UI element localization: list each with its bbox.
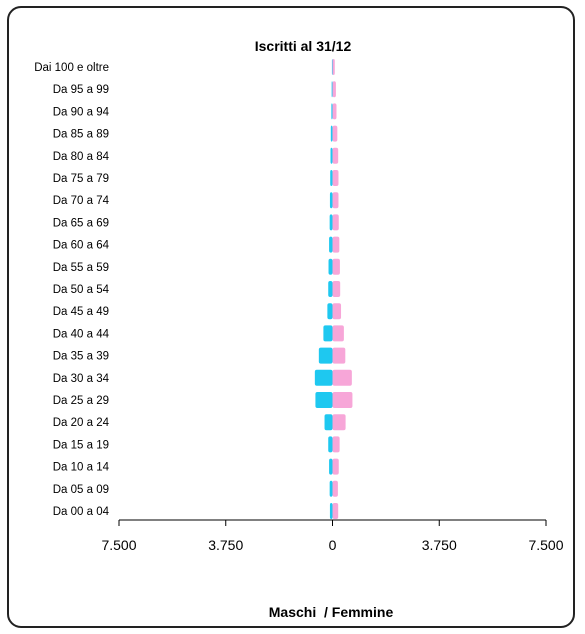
bar-femmine bbox=[332, 170, 339, 186]
category-label: Da 25 a 29 bbox=[53, 395, 109, 407]
x-tick-label: 3.750 bbox=[422, 537, 457, 553]
x-tick-label: 7.500 bbox=[101, 537, 136, 553]
category-label: Da 20 a 24 bbox=[53, 417, 110, 429]
category-label: Da 30 a 34 bbox=[53, 373, 110, 385]
category-label: Da 10 a 14 bbox=[53, 462, 110, 474]
category-label: Da 15 a 19 bbox=[53, 439, 109, 451]
bar-maschi bbox=[330, 170, 333, 186]
bar-maschi bbox=[330, 125, 333, 142]
category-label: Da 45 a 49 bbox=[53, 306, 109, 318]
bar-maschi bbox=[330, 147, 333, 164]
bar-femmine bbox=[332, 414, 346, 431]
bar-femmine bbox=[332, 503, 339, 519]
bar-maschi bbox=[328, 436, 333, 453]
bar-maschi bbox=[324, 414, 333, 431]
bar-femmine bbox=[332, 281, 341, 297]
bar-maschi bbox=[329, 236, 333, 253]
x-tick-label: 0 bbox=[329, 537, 337, 553]
category-label: Da 40 a 44 bbox=[53, 328, 110, 340]
bar-femmine bbox=[332, 325, 344, 342]
bar-maschi bbox=[329, 214, 333, 231]
bar-femmine bbox=[332, 369, 352, 386]
bar-maschi bbox=[331, 59, 333, 75]
bars-group bbox=[314, 59, 353, 519]
category-label: Da 70 a 74 bbox=[53, 195, 110, 207]
bar-maschi bbox=[329, 458, 333, 475]
bar-maschi bbox=[314, 369, 333, 386]
category-label: Da 55 a 59 bbox=[53, 262, 109, 274]
bar-femmine bbox=[332, 347, 346, 364]
bar-femmine bbox=[332, 303, 342, 320]
bar-maschi bbox=[329, 192, 333, 209]
bar-maschi bbox=[323, 325, 333, 342]
category-label: Da 05 a 09 bbox=[53, 484, 109, 496]
category-label: Da 95 a 99 bbox=[53, 84, 109, 96]
category-label: Dai 100 e oltre bbox=[34, 62, 109, 74]
bar-maschi bbox=[331, 81, 333, 98]
category-label: Da 85 a 89 bbox=[53, 129, 109, 141]
category-label: Da 90 a 94 bbox=[53, 106, 110, 118]
category-label: Da 00 a 04 bbox=[53, 506, 110, 518]
x-axis: 7.500 3.750 0 3.750 7.500 bbox=[101, 519, 564, 553]
chart-frame bbox=[7, 6, 575, 628]
category-label: Da 35 a 39 bbox=[53, 351, 109, 363]
category-label: Da 65 a 69 bbox=[53, 217, 109, 229]
x-axis-label: Maschi / Femmine bbox=[269, 604, 394, 620]
chart-title: Iscritti al 31/12 bbox=[255, 38, 352, 54]
bar-femmine bbox=[332, 236, 340, 253]
category-labels: Dai 100 e oltre Da 95 a 99 Da 90 a 94 Da 85… bbox=[34, 62, 109, 518]
bar-maschi bbox=[328, 258, 333, 275]
bar-femmine bbox=[332, 458, 339, 475]
bar-maschi bbox=[331, 103, 333, 120]
bar-femmine bbox=[332, 59, 335, 75]
bar-femmine bbox=[332, 147, 339, 164]
bar-maschi bbox=[328, 281, 333, 297]
category-label: Da 75 a 79 bbox=[53, 173, 109, 185]
x-tick-label: 7.500 bbox=[528, 537, 563, 553]
bar-femmine bbox=[332, 214, 339, 231]
bar-femmine bbox=[332, 103, 337, 120]
bar-femmine bbox=[332, 192, 339, 209]
bar-femmine bbox=[332, 480, 338, 497]
category-label: Da 60 a 64 bbox=[53, 240, 110, 252]
bar-maschi bbox=[329, 480, 333, 497]
category-label: Da 50 a 54 bbox=[53, 284, 110, 296]
x-tick-label: 3.750 bbox=[208, 537, 243, 553]
bar-maschi bbox=[327, 303, 333, 320]
category-label: Da 80 a 84 bbox=[53, 151, 110, 163]
bar-maschi bbox=[318, 347, 333, 364]
bar-femmine bbox=[332, 81, 336, 98]
bar-femmine bbox=[332, 392, 353, 408]
bar-maschi bbox=[329, 503, 333, 519]
bar-femmine bbox=[332, 258, 340, 275]
bar-maschi bbox=[315, 392, 333, 408]
bar-femmine bbox=[332, 125, 338, 142]
bar-femmine bbox=[332, 436, 340, 453]
